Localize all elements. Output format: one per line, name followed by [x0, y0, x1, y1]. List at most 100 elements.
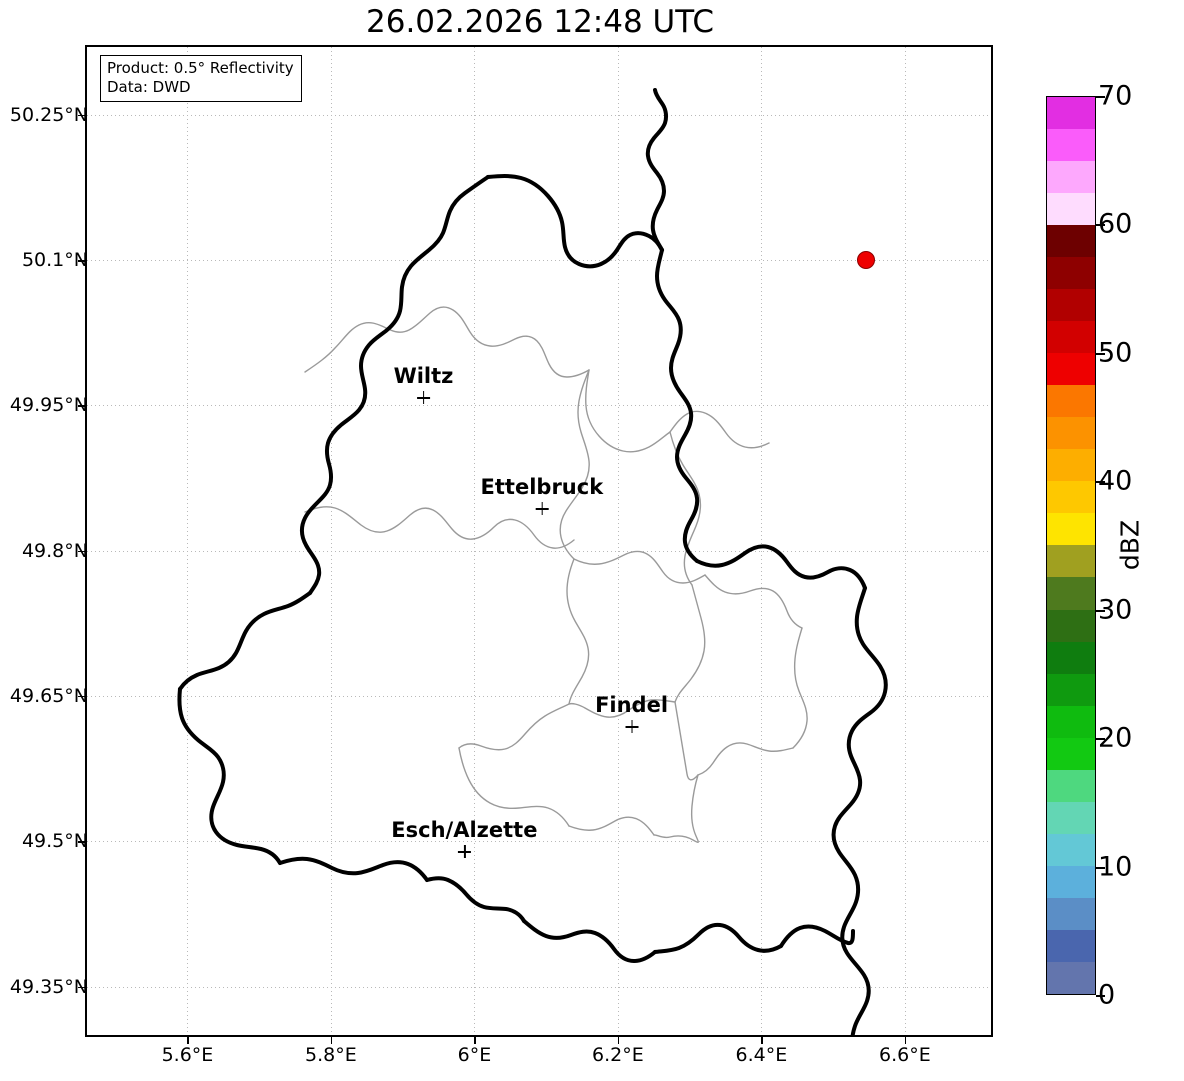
page-title: 26.02.2026 12:48 UTC	[366, 4, 714, 40]
x-axis-tick-label: 5.6°E	[161, 1044, 214, 1066]
gridline-horizontal	[87, 695, 991, 697]
gridline-horizontal	[87, 550, 991, 552]
national-border-luxembourg	[177, 174, 888, 1035]
gridline-vertical	[330, 47, 332, 1035]
colorbar-band	[1047, 161, 1095, 194]
colorbar-band	[1047, 449, 1095, 482]
colorbar-tick-mark	[1096, 995, 1105, 997]
colorbar-band	[1047, 737, 1095, 770]
gridline-horizontal	[87, 260, 991, 262]
border-river-detail	[645, 88, 669, 252]
colorbar-band	[1047, 609, 1095, 642]
colorbar-band	[1047, 673, 1095, 706]
map-geography	[177, 88, 888, 1035]
gridline-vertical	[904, 47, 906, 1035]
city-name: Ettelbruck	[480, 475, 604, 500]
colorbar-band	[1047, 353, 1095, 386]
x-axis-tick-mark	[904, 1037, 907, 1044]
y-axis-tick-mark	[78, 695, 85, 698]
city-label-esch-alzette: Esch/Alzette	[391, 818, 538, 859]
colorbar-band	[1047, 929, 1095, 962]
colorbar-tick-mark	[1096, 352, 1105, 355]
gridline-vertical	[617, 47, 619, 1035]
gridline-horizontal	[87, 986, 991, 988]
y-axis-tick-label: 49.95°N	[9, 394, 88, 417]
y-axis-tick-label: 49.65°N	[9, 684, 88, 707]
colorbar-band	[1047, 289, 1095, 322]
info-box: Product: 0.5° Reflectivity Data: DWD	[100, 55, 302, 102]
canton-boundaries	[304, 306, 808, 844]
colorbar-band	[1047, 705, 1095, 738]
city-label-ettelbruck: Ettelbruck	[480, 475, 604, 516]
x-axis-tick-mark	[761, 1037, 763, 1044]
radar-echo-point	[857, 251, 876, 270]
x-axis-tick-mark	[617, 1037, 620, 1044]
city-marker-plus-icon	[457, 845, 471, 859]
colorbar-tick-mark	[1096, 866, 1105, 869]
colorbar-band	[1047, 129, 1095, 162]
colorbar-tick-label: 0	[1098, 979, 1116, 1011]
x-axis-tick-mark	[187, 1037, 189, 1044]
colorbar-band	[1047, 769, 1095, 802]
gridline-horizontal	[87, 841, 991, 843]
x-axis-tick-label: 6.4°E	[735, 1044, 788, 1066]
city-name: Esch/Alzette	[391, 818, 538, 843]
gridline-vertical	[187, 47, 189, 1035]
colorbar-band	[1047, 417, 1095, 450]
colorbar-band	[1047, 641, 1095, 674]
colorbar-band	[1047, 801, 1095, 834]
x-axis-tick-mark	[330, 1037, 333, 1044]
colorbar-tick-mark	[1096, 609, 1105, 612]
y-axis-tick-label: 50.25°N	[9, 103, 88, 126]
colorbar-tick-mark	[1096, 96, 1105, 98]
y-axis-tick-label: 49.5°N	[21, 830, 88, 853]
info-product-line: Product: 0.5° Reflectivity	[107, 59, 294, 77]
gridline-vertical	[474, 47, 476, 1035]
map-canvas: Wiltz Ettelbruck Findel Esch/Alzette Produc…	[87, 47, 991, 1035]
colorbar-band	[1047, 193, 1095, 226]
x-axis-tick-label: 6.2°E	[592, 1044, 644, 1066]
colorbar-band	[1047, 961, 1095, 994]
colorbar-tick-mark	[1096, 738, 1105, 741]
colorbar-band	[1047, 577, 1095, 610]
x-axis-tick-label: 6.6°E	[879, 1044, 931, 1066]
colorbar-band	[1047, 865, 1095, 898]
y-axis-tick-mark	[78, 260, 85, 262]
colorbar-band	[1047, 545, 1095, 578]
city-name: Findel	[595, 693, 669, 718]
colorbar-band	[1047, 385, 1095, 418]
colorbar-band	[1047, 97, 1095, 130]
gridline-horizontal	[87, 405, 991, 407]
colorbar-band	[1047, 833, 1095, 866]
y-axis-tick-mark	[78, 550, 85, 553]
y-axis-tick-mark	[78, 986, 85, 989]
colorbar-tick-mark	[1096, 481, 1105, 484]
gridline-horizontal	[87, 114, 991, 116]
city-name: Wiltz	[393, 363, 454, 388]
city-label-wiltz: Wiltz	[393, 363, 454, 404]
y-axis-tick-mark	[78, 114, 85, 117]
colorbar-tick-mark	[1096, 224, 1105, 227]
y-axis-tick-label: 49.8°N	[21, 539, 88, 562]
city-marker-plus-icon	[416, 390, 430, 404]
colorbar-band	[1047, 897, 1095, 930]
colorbar-band	[1047, 513, 1095, 546]
colorbar-band	[1047, 225, 1095, 258]
colorbar-band	[1047, 481, 1095, 514]
city-marker-plus-icon	[625, 720, 639, 734]
x-axis-tick-label: 5.8°E	[305, 1044, 357, 1066]
x-axis-tick-label: 6°E	[457, 1044, 492, 1066]
y-axis-tick-label: 50.1°N	[21, 249, 88, 272]
city-marker-plus-icon	[535, 502, 549, 516]
x-axis-tick-mark	[474, 1037, 476, 1044]
y-axis-tick-mark	[78, 841, 85, 843]
y-axis-tick-mark	[78, 405, 85, 407]
colorbar-band	[1047, 257, 1095, 290]
y-axis-tick-label: 49.35°N	[9, 975, 88, 998]
radar-map-plot[interactable]: Wiltz Ettelbruck Findel Esch/Alzette Produc…	[85, 45, 993, 1037]
colorbar-label: dBZ	[1115, 519, 1145, 571]
city-label-findel: Findel	[595, 693, 669, 734]
colorbar[interactable]	[1046, 96, 1096, 995]
info-data-line: Data: DWD	[107, 78, 191, 96]
gridline-vertical	[761, 47, 763, 1035]
